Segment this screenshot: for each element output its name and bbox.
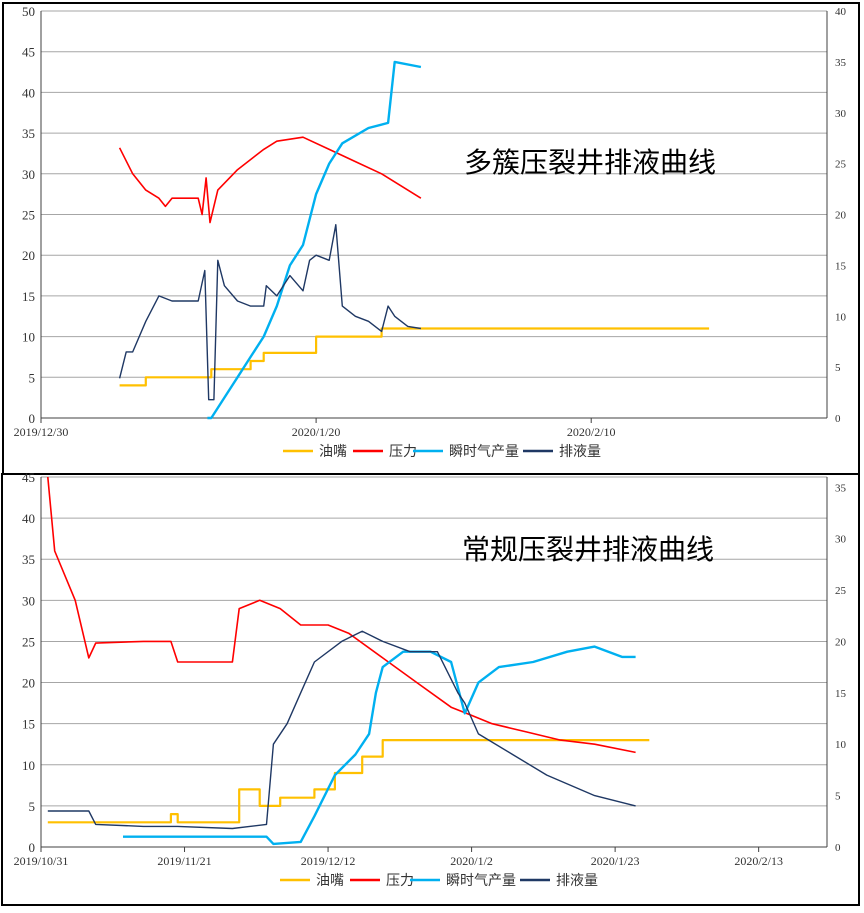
chart-1-y-right-tick-label: 35 bbox=[835, 57, 847, 69]
chart-1-series-line bbox=[207, 60, 422, 420]
chart-2-y-left-tick-label: 30 bbox=[22, 593, 35, 608]
chart-1-y-right-tick-label: 0 bbox=[835, 413, 841, 425]
chart-1-x-tick-label: 2020/2/10 bbox=[567, 425, 616, 439]
chart-2-y-right-tick-label: 15 bbox=[835, 688, 847, 700]
chart-2-series-line bbox=[47, 476, 636, 754]
chart-1-y-left-tick-label: 20 bbox=[22, 248, 35, 263]
chart-1-y-left-tick-label: 30 bbox=[22, 167, 35, 182]
chart-2-y-right-tick-label: 30 bbox=[835, 534, 847, 546]
chart-2-y-right-tick-label: 10 bbox=[835, 739, 847, 751]
chart-2-legend-label: 瞬时气产量 bbox=[446, 873, 516, 889]
chart-1-y-right-tick-label: 10 bbox=[835, 311, 847, 323]
chart-2-y-right-tick-label: 0 bbox=[835, 842, 841, 854]
chart-1-x-tick-label: 2020/1/20 bbox=[292, 425, 341, 439]
chart-2-y-left-tick-label: 20 bbox=[22, 676, 35, 691]
chart-1-y-left-tick-label: 45 bbox=[22, 45, 35, 60]
chart-2-x-tick-label: 2020/2/13 bbox=[734, 854, 783, 868]
chart-1-y-right-tick-label: 20 bbox=[835, 210, 847, 222]
chart-2-y-right-tick-label: 20 bbox=[835, 636, 847, 648]
chart-1-y-right-tick-label: 15 bbox=[835, 260, 847, 272]
chart-1-y-left-tick-label: 40 bbox=[22, 85, 35, 100]
chart-2-legend-label: 排液量 bbox=[556, 873, 598, 889]
chart-2-y-left-tick-label: 40 bbox=[22, 511, 35, 526]
chart-2-x-tick-label: 2019/12/12 bbox=[301, 854, 356, 868]
chart-1-legend: 油嘴 压力 瞬时气产量 排液量 bbox=[283, 444, 601, 460]
chart-1-series-line bbox=[119, 327, 710, 387]
chart-1-y-left-tick-label: 25 bbox=[22, 208, 35, 223]
chart-2-frame bbox=[1, 473, 860, 906]
chart-1-x-tick-label: 2019/12/30 bbox=[14, 425, 69, 439]
chart-2-series-line bbox=[47, 630, 636, 830]
chart-2-x-tick-label: 2020/1/23 bbox=[591, 854, 640, 868]
chart-2-series-line bbox=[123, 645, 636, 846]
chart-1-y-left-tick-label: 5 bbox=[29, 370, 36, 385]
chart-1-y-left-tick-label: 15 bbox=[22, 289, 35, 304]
chart-1-y-right-tick-label: 30 bbox=[835, 108, 847, 120]
chart-1-title: 多簇压裂井排液曲线 bbox=[464, 146, 716, 179]
chart-1-y-right-tick-label: 5 bbox=[835, 362, 841, 374]
chart-1-series-line bbox=[118, 224, 422, 401]
chart-2-x-tick-label: 2020/1/2 bbox=[450, 854, 493, 868]
chart-1-y-left-tick-label: 35 bbox=[22, 126, 35, 141]
chart-1-legend-label: 油嘴 bbox=[319, 444, 347, 460]
chart-2-y-right-tick-label: 25 bbox=[835, 585, 847, 597]
chart-2-legend-label: 压力 bbox=[386, 873, 414, 889]
chart-1-y-left-tick-label: 50 bbox=[22, 4, 35, 19]
chart-1-legend-label: 压力 bbox=[389, 444, 417, 460]
chart-1-series-line bbox=[118, 136, 422, 224]
chart-2-y-left-tick-label: 25 bbox=[22, 634, 35, 649]
chart-1-frame bbox=[2, 2, 860, 475]
chart-2-series-line bbox=[47, 739, 650, 824]
chart-2-y-left-tick-label: 10 bbox=[22, 758, 35, 773]
chart-1-y-right-tick-label: 40 bbox=[835, 6, 847, 18]
chart-1-legend-label: 瞬时气产量 bbox=[449, 444, 519, 460]
chart-2-y-left-tick-label: 45 bbox=[22, 470, 35, 485]
chart-2-legend: 油嘴 压力 瞬时气产量 排液量 bbox=[280, 873, 598, 889]
chart-1-y-left-tick-label: 0 bbox=[29, 411, 36, 426]
chart-2-y-left-tick-label: 35 bbox=[22, 552, 35, 567]
chart-2-y-left-tick-label: 15 bbox=[22, 717, 35, 732]
chart-1-y-right-tick-label: 25 bbox=[835, 159, 847, 171]
chart-2-y-left-tick-label: 0 bbox=[29, 840, 36, 855]
chart-2-y-left-tick-label: 5 bbox=[29, 799, 36, 814]
chart-1: 0 5 10 15 20 25 30 35 40 45 50 0 5 10 15 20 25 30 35 40 2019… bbox=[14, 4, 847, 460]
chart-2: 0 5 10 15 20 25 30 35 40 45 0 5 10 15 20 25 30 35 2019/10/… bbox=[14, 470, 847, 889]
chart-2-legend-label: 油嘴 bbox=[316, 873, 344, 889]
chart-1-legend-label: 排液量 bbox=[559, 444, 601, 460]
chart-2-y-right-tick-label: 5 bbox=[835, 791, 841, 803]
chart-1-y-left-tick-label: 10 bbox=[22, 330, 35, 345]
chart-2-x-tick-label: 2019/10/31 bbox=[14, 854, 69, 868]
chart-2-y-right-tick-label: 35 bbox=[835, 482, 847, 494]
chart-2-x-tick-label: 2019/11/21 bbox=[157, 854, 211, 868]
chart-2-title: 常规压裂井排液曲线 bbox=[462, 533, 714, 566]
